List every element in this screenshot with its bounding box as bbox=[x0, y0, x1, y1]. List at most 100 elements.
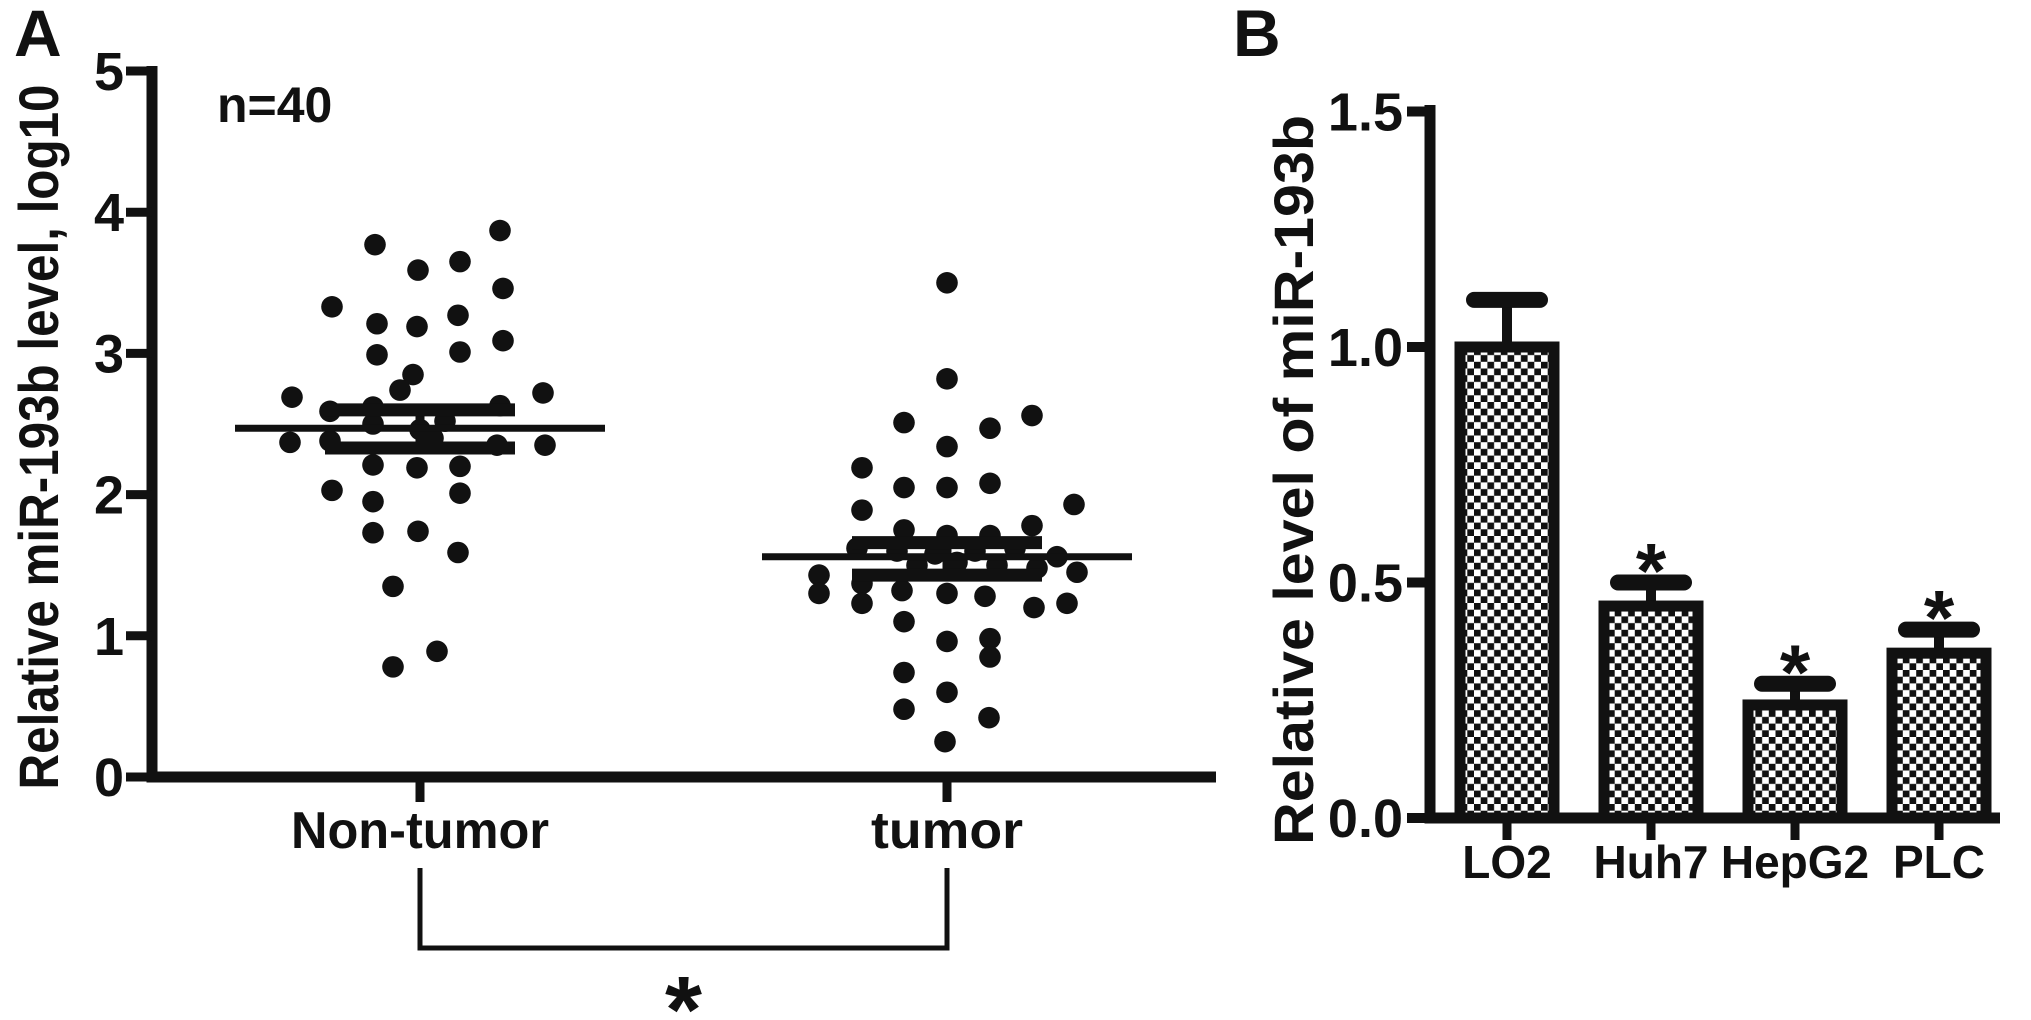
scatter-point bbox=[364, 233, 386, 256]
scatter-point bbox=[893, 661, 915, 684]
scatter-point bbox=[492, 277, 514, 300]
scatter-point bbox=[492, 329, 514, 352]
scatter-point bbox=[808, 564, 830, 586]
scatter-point bbox=[426, 640, 448, 663]
panel-a-letter: A bbox=[14, 0, 62, 70]
panel-a-y-tick-label: 2 bbox=[94, 466, 124, 526]
bar-group-lo2 bbox=[1454, 291, 1560, 824]
scatter-point bbox=[891, 579, 913, 602]
panel-a-significance-asterisk: * bbox=[665, 957, 702, 1020]
panel-a-y-axis-title: Relative miR-193b level, log10 bbox=[7, 85, 70, 790]
scatter-point bbox=[936, 435, 958, 458]
scatter-point bbox=[979, 627, 1001, 650]
scatter-point bbox=[893, 476, 915, 499]
scatter-point bbox=[449, 250, 471, 273]
scatter-point bbox=[974, 585, 996, 608]
significance-bracket bbox=[417, 868, 950, 951]
panel-b-y-axis-title: Relative level of miR-193b bbox=[1262, 115, 1325, 845]
scatter-point bbox=[279, 431, 301, 454]
scatter-point bbox=[893, 610, 915, 633]
significance-asterisk: * bbox=[1636, 527, 1667, 615]
scatter-point bbox=[934, 730, 956, 753]
panel-b-category-label: HepG2 bbox=[1721, 836, 1869, 888]
panel-a-y-tick-label: 1 bbox=[94, 607, 124, 667]
scatter-point bbox=[382, 656, 404, 678]
scatter-point bbox=[1021, 404, 1043, 427]
scatter-point bbox=[407, 520, 429, 543]
panel-b-y-tick-label: 0.0 bbox=[1328, 789, 1403, 849]
significance-asterisk: * bbox=[1924, 574, 1955, 662]
scatter-point bbox=[936, 630, 958, 653]
scatter-point bbox=[366, 312, 388, 335]
bar-huh7 bbox=[1598, 600, 1704, 824]
scatter-point bbox=[1063, 493, 1085, 516]
panel-a-y-tick-label: 3 bbox=[94, 324, 124, 384]
panel-a-category-label: tumor bbox=[871, 802, 1023, 860]
scatter-point bbox=[362, 454, 384, 476]
scatter-point bbox=[1023, 596, 1045, 619]
panel-b-y-tick-label: 1.5 bbox=[1328, 83, 1403, 143]
panel-a-category-label: Non-tumor bbox=[291, 802, 549, 860]
scatter-point bbox=[979, 472, 1001, 495]
scatter-group-non-tumor bbox=[235, 219, 605, 678]
scatter-point bbox=[893, 411, 915, 434]
scatter-point bbox=[406, 456, 428, 479]
panel-b-category-label: LO2 bbox=[1462, 836, 1551, 888]
scatter-point bbox=[936, 272, 958, 294]
scatter-point bbox=[532, 382, 554, 404]
panel-b-category-label: PLC bbox=[1893, 836, 1985, 888]
scatter-point bbox=[893, 698, 915, 721]
scatter-point bbox=[936, 368, 958, 390]
panel-a-y-tick-label: 5 bbox=[94, 42, 124, 102]
panel-a-scatter-plot: A 0 1 2 3 4 5 Relative miR-193b level, log10 n=4… bbox=[7, 0, 1216, 1020]
panel-b-category-label: Huh7 bbox=[1594, 836, 1709, 888]
scatter-point bbox=[808, 582, 830, 605]
panel-b-y-tick-label: 0.5 bbox=[1328, 554, 1403, 614]
scatter-point bbox=[362, 521, 384, 544]
panel-b-letter: B bbox=[1233, 0, 1281, 70]
scatter-point bbox=[936, 681, 958, 704]
scatter-point bbox=[1066, 561, 1088, 584]
scatter-point bbox=[362, 490, 384, 513]
scatter-point bbox=[534, 434, 556, 456]
scatter-point bbox=[851, 456, 873, 479]
bar-group-plc: * bbox=[1886, 574, 1992, 824]
panel-a-y-tick-label: 0 bbox=[94, 748, 124, 808]
scatter-point bbox=[851, 592, 873, 615]
scatter-point bbox=[321, 296, 343, 318]
bar-hepg2 bbox=[1742, 699, 1848, 824]
scatter-point bbox=[449, 341, 471, 363]
scatter-group-tumor bbox=[762, 272, 1132, 753]
scatter-point bbox=[936, 476, 958, 499]
bar-plc bbox=[1886, 647, 1992, 824]
scatter-point bbox=[447, 304, 469, 327]
bar-group-huh7: * bbox=[1598, 527, 1704, 824]
scatter-point bbox=[449, 455, 471, 478]
scatter-point bbox=[449, 482, 471, 504]
scatter-point bbox=[406, 315, 428, 338]
panel-a-annotation-n40: n=40 bbox=[217, 77, 332, 133]
scatter-point bbox=[389, 379, 411, 401]
scatter-point bbox=[447, 541, 469, 564]
scatter-point bbox=[321, 479, 343, 502]
scatter-point bbox=[936, 582, 958, 605]
scatter-point bbox=[489, 219, 511, 242]
significance-asterisk: * bbox=[1780, 628, 1811, 716]
bar-lo2 bbox=[1454, 341, 1560, 824]
scatter-point bbox=[1056, 592, 1078, 615]
scatter-point bbox=[402, 363, 424, 386]
scatter-point bbox=[1021, 514, 1043, 537]
scatter-point bbox=[893, 519, 915, 541]
scatter-point bbox=[979, 646, 1001, 668]
panel-a-y-tick-label: 4 bbox=[94, 183, 124, 243]
scatter-point bbox=[382, 575, 404, 598]
scatter-point bbox=[978, 706, 1000, 729]
scatter-point bbox=[407, 259, 429, 281]
scatter-point bbox=[851, 499, 873, 521]
panel-b-y-tick-label: 1.0 bbox=[1328, 318, 1403, 378]
scatter-point bbox=[366, 344, 388, 366]
bar-group-hepg2: * bbox=[1742, 628, 1848, 824]
